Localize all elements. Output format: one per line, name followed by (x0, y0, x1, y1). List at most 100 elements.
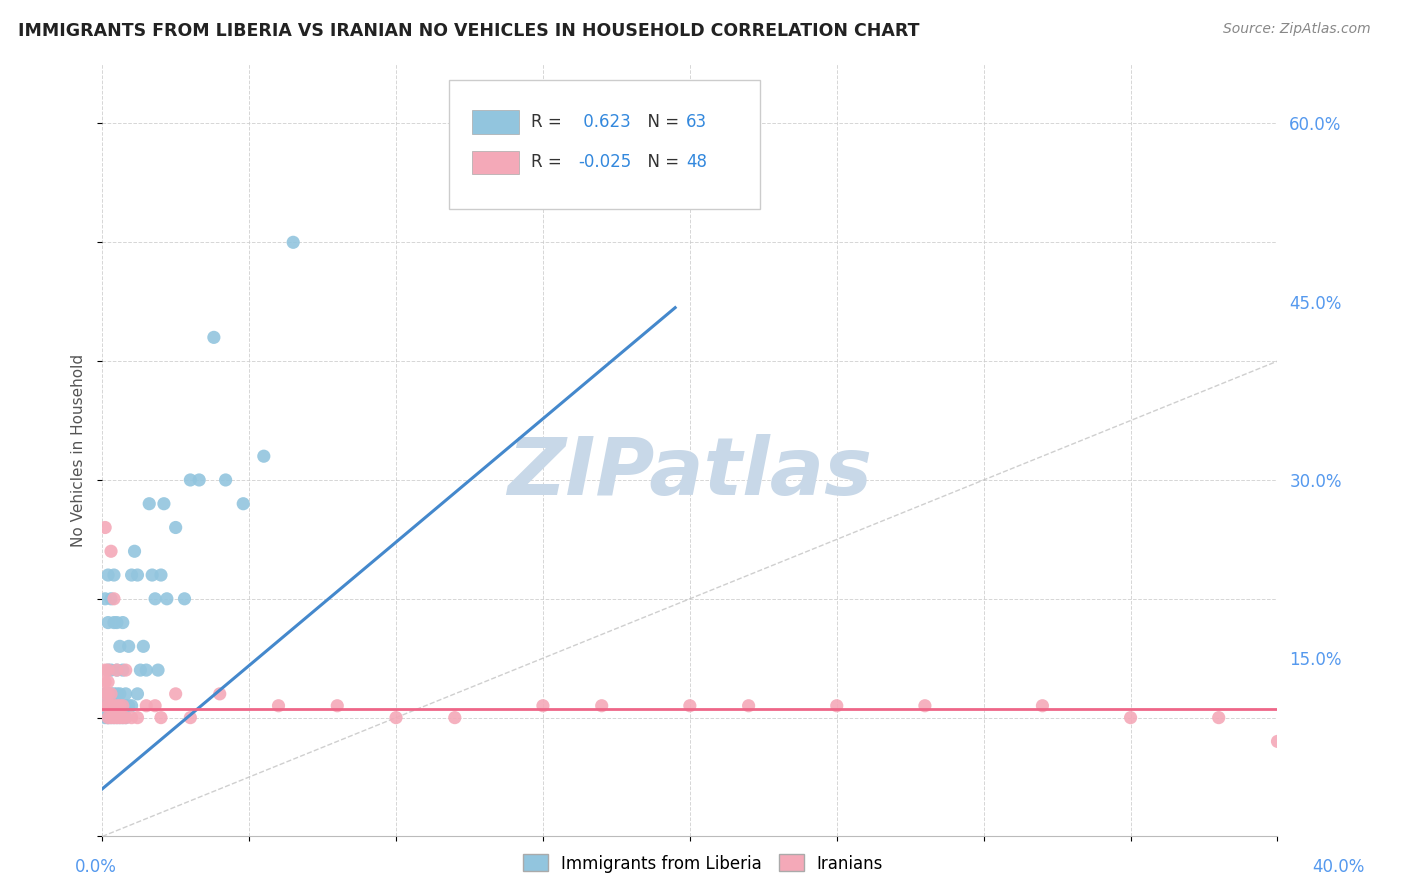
Point (149, 711, 172, 725)
Point (100, 711, 122, 725)
Point (105, 687, 128, 701)
Point (105, 663, 128, 677)
Point (100, 698, 122, 713)
Point (97, 698, 120, 713)
Point (103, 698, 125, 713)
Point (97, 675, 120, 690)
Legend: Immigrants from Liberia, Iranians: Immigrants from Liberia, Iranians (516, 847, 890, 880)
Point (100, 687, 122, 701)
Point (94, 520, 117, 534)
Point (105, 615, 128, 630)
Point (97, 698, 120, 713)
Point (132, 640, 155, 654)
FancyBboxPatch shape (449, 79, 761, 210)
Text: 63: 63 (686, 113, 707, 131)
Point (103, 615, 125, 630)
Point (94, 687, 117, 701)
Point (825, 698, 848, 713)
Point (103, 711, 125, 725)
Point (94, 687, 117, 701)
Point (111, 698, 134, 713)
Text: -0.025: -0.025 (578, 153, 631, 171)
FancyBboxPatch shape (472, 151, 519, 174)
Point (103, 711, 125, 725)
Point (94, 591, 117, 606)
Point (737, 698, 759, 713)
Point (100, 687, 122, 701)
Point (105, 698, 128, 713)
Point (108, 640, 131, 654)
Point (283, 235, 305, 250)
Point (153, 497, 176, 511)
Text: 0.0%: 0.0% (75, 858, 117, 876)
Point (124, 544, 146, 558)
Point (111, 698, 134, 713)
Text: R =: R = (531, 113, 567, 131)
Point (108, 698, 131, 713)
Point (100, 591, 122, 606)
Point (108, 711, 131, 725)
Point (173, 591, 195, 606)
Point (111, 711, 134, 725)
Point (135, 663, 157, 677)
Point (97, 663, 120, 677)
Point (100, 711, 122, 725)
Text: 48: 48 (686, 153, 707, 171)
Point (214, 473, 236, 487)
Point (103, 698, 125, 713)
Point (679, 698, 702, 713)
Point (1031, 698, 1053, 713)
Point (100, 698, 122, 713)
Y-axis label: No Vehicles in Household: No Vehicles in Household (72, 354, 86, 547)
Point (165, 687, 187, 701)
Point (127, 568, 149, 582)
Point (156, 591, 179, 606)
Point (97, 663, 120, 677)
Point (443, 711, 465, 725)
Point (141, 568, 163, 582)
Point (111, 615, 134, 630)
Point (114, 663, 136, 677)
Point (105, 663, 128, 677)
Point (253, 449, 276, 463)
Text: Source: ZipAtlas.com: Source: ZipAtlas.com (1223, 22, 1371, 37)
Point (188, 473, 211, 487)
Point (94, 675, 117, 690)
Text: 40.0%: 40.0% (1312, 858, 1365, 876)
Point (179, 473, 201, 487)
Point (1119, 711, 1142, 725)
Point (267, 698, 290, 713)
Text: IMMIGRANTS FROM LIBERIA VS IRANIAN NO VEHICLES IN HOUSEHOLD CORRELATION CHART: IMMIGRANTS FROM LIBERIA VS IRANIAN NO VE… (18, 22, 920, 40)
Point (103, 591, 125, 606)
Text: N =: N = (637, 113, 685, 131)
Point (94, 698, 117, 713)
Text: 0.623: 0.623 (578, 113, 631, 131)
Point (591, 698, 613, 713)
Point (111, 663, 134, 677)
Point (97, 687, 120, 701)
Point (121, 698, 143, 713)
Point (135, 698, 157, 713)
Point (149, 568, 172, 582)
Point (114, 698, 136, 713)
Point (97, 615, 120, 630)
Point (108, 698, 131, 713)
Point (202, 330, 225, 344)
Point (232, 497, 254, 511)
Point (1267, 734, 1289, 748)
Point (100, 544, 122, 558)
Point (146, 663, 169, 677)
Point (114, 687, 136, 701)
Point (143, 698, 166, 713)
Point (94, 698, 117, 713)
Point (108, 711, 131, 725)
Point (165, 520, 187, 534)
Point (111, 711, 134, 725)
Point (127, 687, 149, 701)
Point (326, 698, 349, 713)
Point (1208, 711, 1230, 725)
Point (97, 568, 120, 582)
Point (105, 711, 128, 725)
Point (121, 711, 143, 725)
Point (914, 698, 936, 713)
